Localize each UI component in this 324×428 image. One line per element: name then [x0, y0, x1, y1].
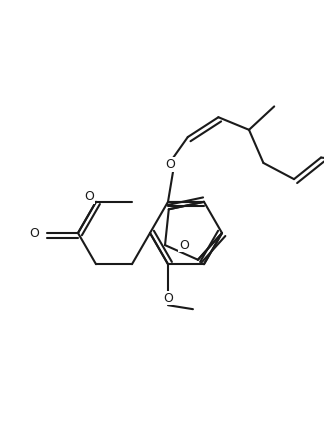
Text: O: O — [165, 158, 175, 171]
Text: O: O — [179, 239, 189, 252]
Text: O: O — [163, 291, 173, 305]
Text: O: O — [84, 190, 94, 203]
Text: O: O — [29, 226, 39, 240]
